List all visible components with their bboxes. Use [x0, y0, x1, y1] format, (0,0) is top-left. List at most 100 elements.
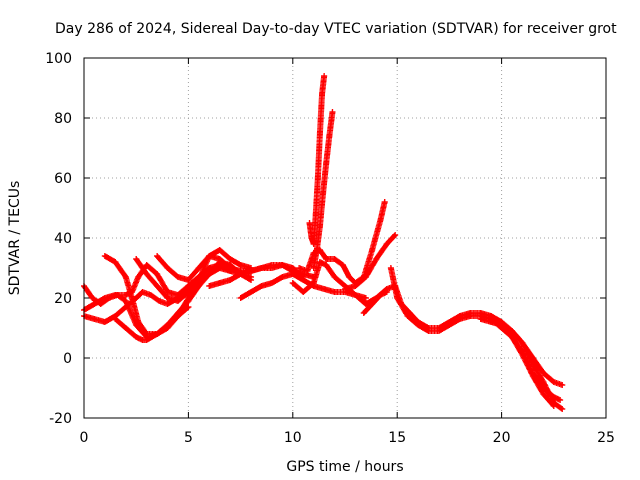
data-point-marker [529, 373, 536, 379]
axes: 0 5 10 15 20 25 -20 0 20 40 60 80 100 [45, 51, 615, 446]
data-point-marker [310, 280, 317, 286]
data-point-marker [435, 325, 442, 331]
data-point-marker [369, 247, 376, 253]
data-point-marker [540, 370, 547, 376]
series-trace [392, 283, 566, 412]
data-point-marker [237, 271, 244, 277]
series-pass-17 [488, 316, 557, 409]
data-point-marker [314, 175, 321, 181]
data-point-marker [477, 310, 484, 316]
series-pass-12 [342, 232, 399, 292]
data-point-marker [101, 295, 108, 301]
data-point-marker [331, 274, 338, 280]
data-point-marker [446, 319, 453, 325]
data-point-marker [195, 277, 202, 283]
data-point-marker [425, 325, 432, 331]
data-point-marker [559, 382, 566, 388]
x-axis-label: GPS time / hours [286, 459, 403, 475]
data-point-marker [392, 232, 399, 238]
data-point-marker [122, 325, 129, 331]
data-point-marker [415, 319, 422, 325]
data-point-marker [519, 340, 526, 346]
data-point-marker [268, 280, 275, 286]
plot-frame [83, 57, 607, 419]
data-point-marker [313, 247, 320, 253]
data-point-marker [91, 316, 98, 322]
data-point-marker [369, 301, 376, 307]
data-point-marker [206, 283, 213, 289]
data-point-marker [101, 253, 108, 259]
data-point-marker [206, 271, 213, 277]
data-point-marker [143, 331, 150, 337]
y-tick-label: 0 [63, 351, 72, 367]
data-point-marker [135, 319, 142, 325]
data-point-marker [154, 271, 161, 277]
data-point-marker [143, 271, 150, 277]
y-tick-label: 20 [54, 291, 72, 307]
data-point-marker [316, 259, 323, 265]
y-tick-label: -20 [49, 411, 72, 427]
data-point-marker [154, 283, 161, 289]
data-point-marker [509, 334, 516, 340]
data-point-marker [227, 277, 234, 283]
data-point-marker [377, 217, 384, 223]
data-point-marker [346, 274, 353, 280]
y-tick-label: 100 [45, 51, 72, 67]
data-point-marker [237, 295, 244, 301]
y-axis-label: SDTVAR / TECUs [7, 181, 23, 296]
data-point-marker [143, 262, 150, 268]
data-point-marker [377, 292, 384, 298]
data-point-marker [310, 265, 317, 271]
data-point-marker [519, 352, 526, 358]
data-point-marker [206, 253, 213, 259]
data-point-marker [248, 277, 255, 283]
data-point-marker [362, 274, 369, 280]
data-point-marker [308, 235, 315, 241]
data-point-marker [392, 283, 399, 289]
data-point-marker [185, 295, 192, 301]
data-markers [81, 73, 566, 412]
data-point-marker [306, 220, 313, 226]
data-point-marker [477, 316, 484, 322]
data-point-marker [279, 274, 286, 280]
data-point-marker [323, 160, 330, 166]
data-point-marker [319, 91, 326, 97]
data-point-marker [550, 403, 557, 409]
data-point-marker [237, 262, 244, 268]
data-point-marker [268, 265, 275, 271]
data-point-marker [112, 259, 119, 265]
data-point-marker [216, 247, 223, 253]
data-point-marker [300, 289, 307, 295]
data-point-marker [557, 397, 564, 403]
data-point-marker [331, 256, 338, 262]
data-point-marker [316, 223, 323, 229]
data-point-marker [156, 298, 163, 304]
data-point-marker [164, 265, 171, 271]
data-point-marker [122, 274, 129, 280]
data-point-marker [174, 274, 181, 280]
data-point-marker [331, 289, 338, 295]
series-pass-15 [392, 283, 566, 412]
series-pass-13 [360, 289, 390, 316]
data-point-marker [304, 268, 311, 274]
series-pass-spike-1 [306, 73, 328, 247]
data-point-marker [195, 265, 202, 271]
data-point-marker [289, 271, 296, 277]
data-point-marker [112, 316, 119, 322]
data-point-marker [488, 316, 495, 322]
data-point-marker [164, 325, 171, 331]
data-point-marker [174, 292, 181, 298]
data-point-marker [352, 292, 359, 298]
data-point-marker [529, 355, 536, 361]
data-point-marker [498, 322, 505, 328]
data-point-marker [185, 289, 192, 295]
y-tick-label: 80 [54, 111, 72, 127]
data-point-marker [383, 289, 390, 295]
x-tick-label: 5 [184, 430, 193, 446]
data-point-marker [456, 313, 463, 319]
data-point-marker [289, 265, 296, 271]
data-point-marker [550, 379, 557, 385]
data-point-marker [540, 391, 547, 397]
data-point-marker [122, 298, 129, 304]
data-point-marker [185, 277, 192, 283]
